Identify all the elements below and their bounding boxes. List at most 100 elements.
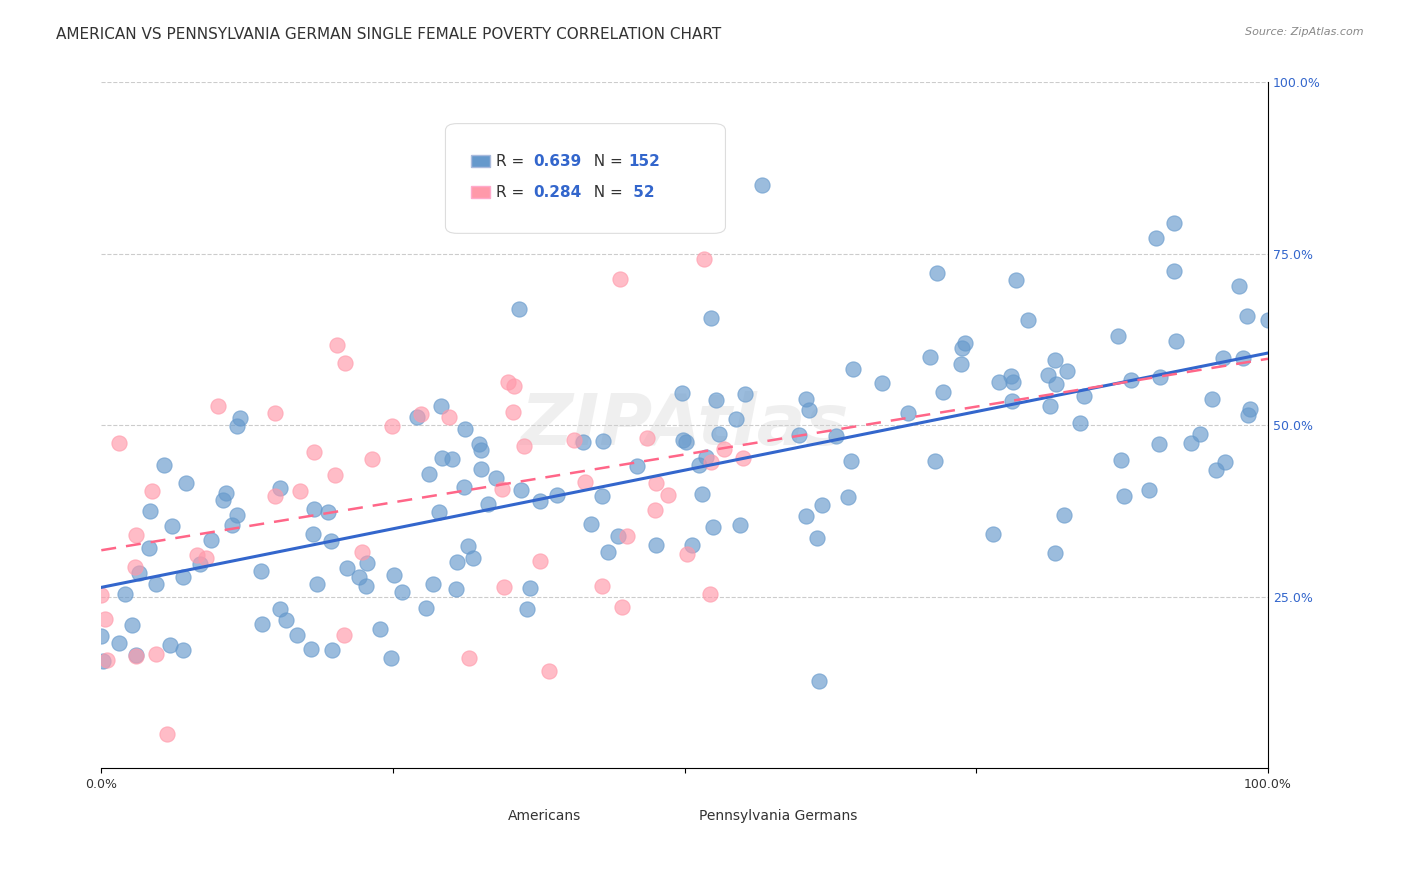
Point [519,581,541,595]
Point [502,378,524,392]
Point [1114,490,1136,504]
Point [361,451,384,466]
Point [700,310,723,325]
Point [1073,389,1095,403]
Point [702,520,724,534]
Point [172,643,194,657]
Point [808,673,831,688]
Point [1045,353,1067,368]
Point [391,585,413,599]
Point [751,178,773,193]
Point [1119,373,1142,387]
Point [325,337,347,351]
Point [731,451,754,466]
Point [139,504,162,518]
Point [675,434,697,449]
Point [681,538,703,552]
Point [1139,483,1161,498]
Point [564,433,586,447]
Point [636,431,658,445]
Point [571,435,593,450]
Point [485,470,508,484]
Point [513,439,536,453]
Point [264,406,287,420]
Point [508,301,530,316]
Point [1180,436,1202,450]
Text: 152: 152 [628,153,659,169]
Point [516,602,538,616]
Point [579,516,602,531]
Point [323,467,346,482]
Text: 0.284: 0.284 [534,185,582,200]
Point [1227,279,1250,293]
Point [644,476,666,491]
Point [509,483,531,497]
Point [418,467,440,481]
Point [953,335,976,350]
Point [981,527,1004,541]
Point [1163,264,1185,278]
Point [368,622,391,636]
Point [96,653,118,667]
Point [159,638,181,652]
Point [1205,463,1227,477]
Point [411,407,433,421]
Point [1163,216,1185,230]
Text: 52: 52 [628,185,655,200]
Point [704,392,727,407]
Point [174,476,197,491]
Point [950,357,973,371]
Point [356,556,378,570]
Point [1236,409,1258,423]
Point [598,545,620,559]
Point [1201,392,1223,406]
Point [415,600,437,615]
Point [1239,402,1261,417]
Text: R =: R = [496,185,530,200]
Point [1038,368,1060,383]
Point [200,533,222,547]
Point [931,384,953,399]
Point [675,547,697,561]
Point [616,528,638,542]
Point [1053,508,1076,522]
Point [347,570,370,584]
Point [644,503,666,517]
Point [1257,313,1279,327]
Point [145,577,167,591]
Point [125,527,148,541]
Point [824,429,846,443]
Point [439,410,461,425]
Point [839,454,862,468]
Point [897,407,920,421]
Point [188,557,211,571]
Point [427,505,450,519]
Point [269,481,291,495]
Point [138,541,160,555]
Point [335,356,357,370]
Point [90,629,112,643]
Text: N =: N = [583,185,627,200]
Point [695,450,717,464]
Point [461,550,484,565]
FancyBboxPatch shape [446,124,725,234]
Point [1107,329,1129,343]
Point [229,411,252,425]
Point [128,566,150,581]
Point [321,642,343,657]
Point [207,399,229,413]
Point [380,651,402,665]
Point [299,642,322,657]
Point [441,452,464,467]
Point [688,458,710,472]
Point [453,479,475,493]
Point [301,526,323,541]
Point [699,455,721,469]
Point [145,647,167,661]
Point [226,419,249,434]
Point [249,564,271,578]
Point [1045,376,1067,391]
Point [607,529,630,543]
Point [114,587,136,601]
Point [796,392,818,406]
